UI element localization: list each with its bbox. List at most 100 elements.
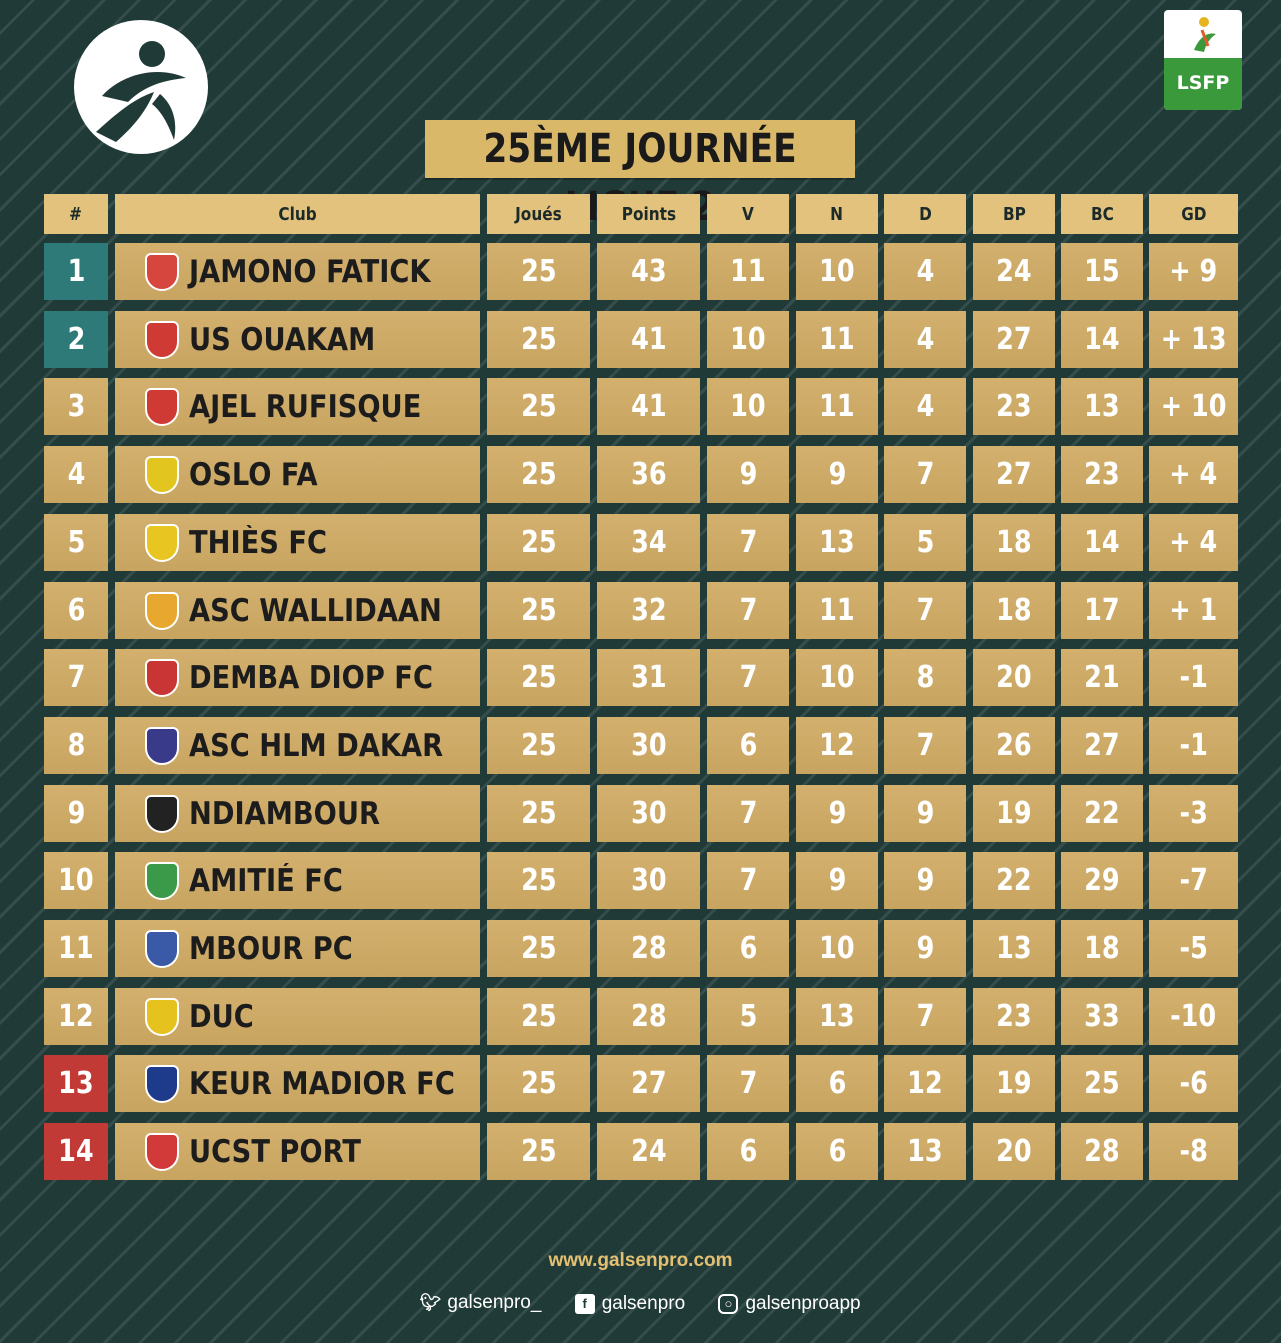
header-col-goals-against: BC [1061,194,1143,234]
col-goal-diff-value: -1 [1179,728,1208,763]
twitter-link[interactable]: 🐦︎ galsenpro_ [420,1292,542,1314]
col-points-value: 28 [630,999,667,1034]
col-goal-diff-cell: + 4 [1149,446,1238,503]
col-goals-against-cell: 29 [1061,852,1143,909]
col-goals-against-value: 23 [1084,457,1120,492]
col-points-value: 28 [630,931,667,966]
col-lost-cell: 9 [884,785,966,842]
lsfp-logo: LSFP [1164,10,1242,110]
col-goals-for-cell: 19 [973,785,1055,842]
col-drawn-cell: 11 [796,582,878,639]
col-points-value: 36 [630,457,667,492]
club-name: AMITIÉ FC [189,862,343,899]
col-lost-value: 9 [916,931,934,966]
col-goals-against-cell: 25 [1061,1055,1143,1112]
col-played-cell: 25 [487,378,590,435]
col-drawn-value: 13 [819,999,855,1034]
col-lost-value: 8 [916,660,934,695]
col-goals-against-value: 14 [1084,322,1120,357]
rank-cell: 10 [44,852,108,909]
col-won-cell: 7 [707,514,789,571]
club-name: MBOUR PC [189,930,353,967]
col-won-value: 6 [739,728,757,763]
rank-value: 14 [58,1134,94,1169]
col-won-cell: 7 [707,649,789,706]
col-goals-for-value: 24 [996,254,1032,289]
club-cell: DEMBA DIOP FC [115,649,480,706]
col-goals-for-cell: 23 [973,988,1055,1045]
col-goal-diff-value: -3 [1179,796,1208,831]
col-lost-cell: 4 [884,311,966,368]
col-won-value: 10 [730,322,766,357]
club-cell: KEUR MADIOR FC [115,1055,480,1112]
col-drawn-value: 11 [819,389,855,424]
rank-cell: 2 [44,311,108,368]
club-name: AJEL RUFISQUE [189,388,422,425]
col-won-value: 5 [739,999,757,1034]
club-name: ASC WALLIDAAN [189,592,442,629]
col-goal-diff-value: + 4 [1169,457,1218,492]
col-goals-for-value: 19 [996,796,1032,831]
header-label: D [918,203,932,225]
col-points-cell: 41 [597,311,700,368]
col-goal-diff-cell: + 10 [1149,378,1238,435]
col-won-value: 6 [739,931,757,966]
col-played-cell: 25 [487,243,590,300]
col-won-cell: 5 [707,988,789,1045]
col-lost-cell: 7 [884,582,966,639]
club-cell: AJEL RUFISQUE [115,378,480,435]
col-goal-diff-cell: -7 [1149,852,1238,909]
col-lost-cell: 13 [884,1123,966,1180]
club-badge-icon [145,523,179,562]
col-played-value: 25 [520,728,557,763]
instagram-handle: galsenproapp [745,1292,861,1314]
col-drawn-value: 9 [828,457,846,492]
club-cell: MBOUR PC [115,920,480,977]
col-goals-for-cell: 18 [973,582,1055,639]
header-label: Joués [515,203,562,225]
col-lost-cell: 4 [884,243,966,300]
col-won-cell: 6 [707,717,789,774]
col-goal-diff-value: -8 [1179,1134,1208,1169]
rank-cell: 1 [44,243,108,300]
rank-value: 10 [58,863,94,898]
col-goal-diff-cell: -1 [1149,717,1238,774]
col-won-value: 7 [739,593,757,628]
col-points-cell: 24 [597,1123,700,1180]
col-won-cell: 7 [707,852,789,909]
rank-value: 6 [67,593,85,628]
col-drawn-value: 11 [819,593,855,628]
col-won-cell: 7 [707,785,789,842]
col-lost-value: 13 [907,1134,943,1169]
instagram-link[interactable]: ○ galsenproapp [718,1292,861,1315]
footer-website[interactable]: www.galsenpro.com [548,1250,733,1271]
col-won-cell: 6 [707,1123,789,1180]
col-points-cell: 41 [597,378,700,435]
rank-value: 12 [58,999,94,1034]
col-points-value: 41 [630,389,667,424]
col-goal-diff-value: + 1 [1169,593,1218,628]
col-points-value: 32 [630,593,667,628]
col-goal-diff-value: -7 [1179,863,1208,898]
footer-socials: 🐦︎ galsenpro_ f galsenpro ○ galsenproapp [0,1292,1281,1315]
col-goals-for-value: 18 [996,525,1032,560]
col-goals-against-cell: 14 [1061,514,1143,571]
club-cell: NDIAMBOUR [115,785,480,842]
col-lost-cell: 7 [884,717,966,774]
col-goal-diff-value: + 9 [1169,254,1218,289]
col-lost-cell: 8 [884,649,966,706]
club-cell: OSLO FA [115,446,480,503]
col-goals-for-value: 20 [996,1134,1032,1169]
col-drawn-cell: 12 [796,717,878,774]
col-goals-for-value: 27 [996,322,1032,357]
col-goals-for-value: 19 [996,1066,1032,1101]
col-won-cell: 6 [707,920,789,977]
col-goals-against-cell: 17 [1061,582,1143,639]
club-name: UCST PORT [189,1133,362,1170]
facebook-link[interactable]: f galsenpro [574,1293,685,1315]
header-col-lost: D [884,194,966,234]
col-goals-against-value: 14 [1084,525,1120,560]
col-goals-for-cell: 20 [973,1123,1055,1180]
col-goal-diff-cell: + 9 [1149,243,1238,300]
col-won-value: 7 [739,796,757,831]
